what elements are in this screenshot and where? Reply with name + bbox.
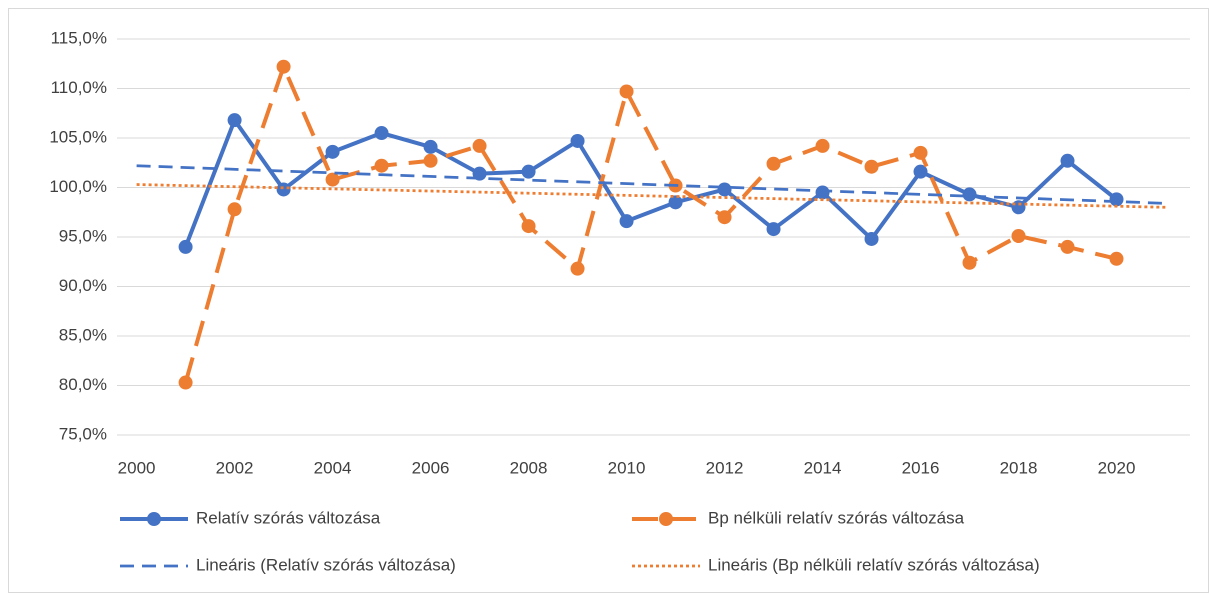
x-tick-label: 2008 xyxy=(510,458,548,477)
data-point xyxy=(423,139,438,154)
data-point xyxy=(178,239,193,254)
series-line xyxy=(183,118,1118,248)
data-point xyxy=(1109,251,1124,266)
y-tick-label: 75,0% xyxy=(59,424,107,443)
data-point xyxy=(1011,200,1026,215)
x-tick-label: 2010 xyxy=(608,458,646,477)
data-point xyxy=(325,172,340,187)
data-point xyxy=(325,144,340,159)
data-point xyxy=(227,202,242,217)
x-tick-label: 2012 xyxy=(706,458,744,477)
x-tick-label: 2000 xyxy=(118,458,156,477)
y-tick-label: 90,0% xyxy=(59,276,107,295)
y-tick-label: 100,0% xyxy=(49,177,107,196)
data-point xyxy=(570,133,585,148)
x-tick-label: 2020 xyxy=(1098,458,1136,477)
data-point xyxy=(913,164,928,179)
y-tick-label: 115,0% xyxy=(51,28,107,47)
legend-label: Relatív szórás változása xyxy=(196,508,381,527)
x-tick-label: 2006 xyxy=(412,458,450,477)
data-point xyxy=(815,138,830,153)
y-tick-label: 105,0% xyxy=(49,127,107,146)
data-point xyxy=(913,145,928,160)
x-tick-label: 2018 xyxy=(1000,458,1038,477)
legend-label: Lineáris (Bp nélküli relatív szórás vált… xyxy=(708,555,1040,574)
data-point xyxy=(766,156,781,171)
data-point xyxy=(717,182,732,197)
series-line xyxy=(136,164,1166,205)
data-point xyxy=(227,113,242,128)
data-point xyxy=(423,153,438,168)
data-point xyxy=(619,84,634,99)
data-point xyxy=(766,222,781,237)
data-point xyxy=(668,195,683,210)
x-tick-label: 2002 xyxy=(216,458,254,477)
data-point xyxy=(962,187,977,202)
x-tick-label: 2016 xyxy=(902,458,940,477)
y-tick-label: 80,0% xyxy=(59,375,107,394)
legend-label: Lineáris (Relatív szórás változása) xyxy=(196,555,456,574)
x-tick-label: 2014 xyxy=(804,458,842,477)
data-point xyxy=(1011,229,1026,244)
data-point xyxy=(815,185,830,200)
y-tick-label: 85,0% xyxy=(59,325,107,344)
data-point xyxy=(864,231,879,246)
chart-frame xyxy=(8,8,1209,593)
data-point xyxy=(619,214,634,229)
data-point xyxy=(717,210,732,225)
data-point xyxy=(472,138,487,153)
y-tick-label: 110,0% xyxy=(51,78,107,97)
data-point xyxy=(374,126,389,141)
data-point xyxy=(521,219,536,234)
x-tick-label: 2004 xyxy=(314,458,352,477)
data-point xyxy=(276,59,291,74)
legend-marker xyxy=(147,512,161,526)
data-point xyxy=(1109,192,1124,207)
y-tick-label: 95,0% xyxy=(59,226,107,245)
data-point xyxy=(962,255,977,270)
data-point xyxy=(1060,153,1075,168)
data-point xyxy=(570,261,585,276)
data-point xyxy=(374,158,389,173)
legend-label: Bp nélküli relatív szórás változása xyxy=(708,508,965,527)
series-line xyxy=(183,64,1117,384)
legend-marker xyxy=(659,512,673,526)
data-point xyxy=(276,182,291,197)
data-point xyxy=(521,164,536,179)
data-point xyxy=(864,159,879,174)
data-point xyxy=(1060,239,1075,254)
data-point xyxy=(178,375,193,390)
